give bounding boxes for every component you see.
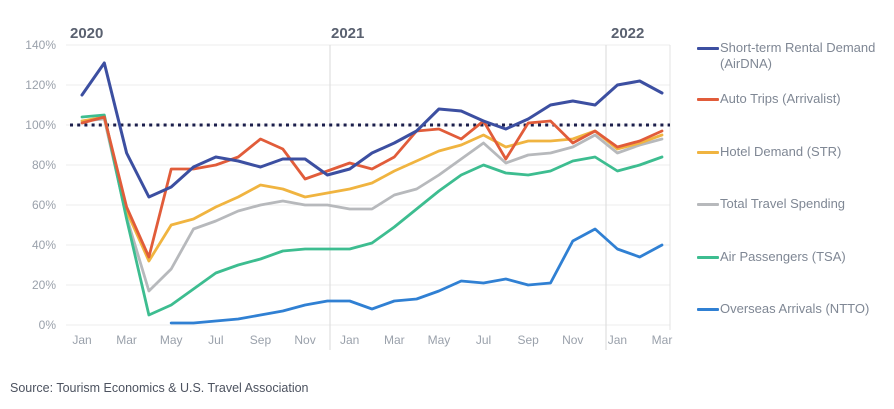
series-line-total-travel-spending <box>80 117 664 293</box>
legend-label-air-passengers-tsa: Air Passengers (TSA) <box>720 249 846 264</box>
x-axis-tick-24: Jan <box>608 333 627 347</box>
x-axis-tick-8: Sep <box>250 333 272 347</box>
x-axis-tick-16: May <box>428 333 451 347</box>
x-axis-tick-12: Jan <box>340 333 359 347</box>
year-label-2020: 2020 <box>70 25 103 42</box>
legend-label-short-term-rental-demand-airdna: Short-term Rental Demand (AirDNA) <box>720 40 876 71</box>
legend-swatch-air-passengers-tsa <box>697 256 719 259</box>
x-axis-tick-2: Mar <box>116 333 137 347</box>
travel-recovery-line-chart: 0% 20% 40% 60% 80% 100% 120% 140% Jan Mar May Jul Se… <box>25 25 673 350</box>
series-line-short-term-rental-demand-airdna <box>80 61 664 199</box>
legend-label-auto-trips-arrivalist: Auto Trips (Arrivalist) <box>720 91 841 106</box>
x-axis-tick-0: Jan <box>72 333 91 347</box>
y-axis-tick-0%: 0% <box>39 318 57 332</box>
series-line-overseas-arrivals-ntto <box>169 227 664 325</box>
legend-item-hotel-demand-str: Hotel Demand (STR) <box>697 144 893 160</box>
y-axis-tick-60%: 60% <box>32 198 56 212</box>
y-axis-tick-80%: 80% <box>32 158 56 172</box>
legend-swatch-short-term-rental-demand-airdna <box>697 47 719 50</box>
series-line-hotel-demand-str <box>80 115 664 263</box>
legend-swatch-total-travel-spending <box>697 203 719 206</box>
legend-label-hotel-demand-str: Hotel Demand (STR) <box>720 144 842 159</box>
series-line-auto-trips-arrivalist <box>80 115 664 259</box>
y-axis-tick-40%: 40% <box>32 238 56 252</box>
legend-item-auto-trips-arrivalist: Auto Trips (Arrivalist) <box>697 91 893 107</box>
x-axis-tick-10: Nov <box>294 333 315 347</box>
source-note: Source: Tourism Economics & U.S. Travel … <box>10 381 309 395</box>
x-axis-tick-4: May <box>160 333 183 347</box>
legend-swatch-overseas-arrivals-ntto <box>697 308 719 311</box>
y-axis-tick-140%: 140% <box>25 38 56 52</box>
legend-label-total-travel-spending: Total Travel Spending <box>720 196 846 211</box>
x-axis-tick-14: Mar <box>384 333 405 347</box>
legend-item-short-term-rental-demand-airdna: Short-term Rental Demand (AirDNA) <box>697 40 893 72</box>
chart-legend: Short-term Rental Demand (AirDNA) Auto Tr… <box>697 0 893 360</box>
legend-label-overseas-arrivals-ntto: Overseas Arrivals (NTTO) <box>720 301 870 316</box>
legend-swatch-auto-trips-arrivalist <box>697 98 719 101</box>
year-label-2021: 2021 <box>331 25 364 42</box>
x-axis-tick-18: Jul <box>476 333 491 347</box>
year-label-2022: 2022 <box>611 25 644 42</box>
x-axis-tick-26: Mar <box>652 333 673 347</box>
legend-item-overseas-arrivals-ntto: Overseas Arrivals (NTTO) <box>697 301 893 317</box>
y-axis-tick-20%: 20% <box>32 278 56 292</box>
legend-item-total-travel-spending: Total Travel Spending <box>697 196 893 212</box>
y-axis-tick-100%: 100% <box>25 118 56 132</box>
y-axis-tick-120%: 120% <box>25 78 56 92</box>
x-axis-tick-6: Jul <box>208 333 223 347</box>
x-axis-tick-20: Sep <box>517 333 539 347</box>
series-line-air-passengers-tsa <box>80 113 664 317</box>
legend-swatch-hotel-demand-str <box>697 151 719 154</box>
x-axis-tick-22: Nov <box>562 333 583 347</box>
legend-item-air-passengers-tsa: Air Passengers (TSA) <box>697 249 893 265</box>
